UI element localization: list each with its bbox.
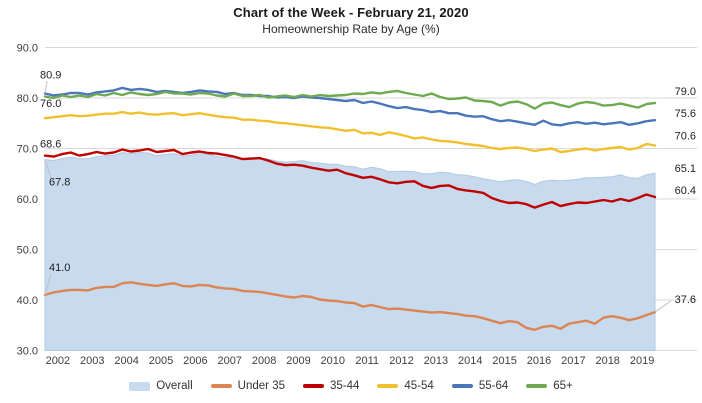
y-tick-label: 80.0: [17, 93, 38, 105]
x-tick-label: 2011: [355, 355, 379, 367]
x-tick-label: 2016: [527, 355, 551, 367]
y-tick-label: 40.0: [17, 295, 38, 307]
x-tick-label: 2004: [114, 355, 138, 367]
y-tick-label: 90.0: [17, 43, 38, 55]
legend-item-under-35: Under 35: [210, 380, 285, 392]
legend-item-65-: 65+: [526, 380, 573, 392]
series-line-65-: [43, 89, 657, 110]
legend-label: 65+: [553, 380, 573, 392]
x-tick-label: 2003: [80, 355, 104, 367]
x-tick-label: 2002: [46, 355, 70, 367]
y-tick-label: 30.0: [17, 346, 38, 358]
legend-item-45-54: 45-54: [377, 380, 434, 392]
x-tick-label: 2010: [321, 355, 345, 367]
series-line-under-35: [43, 281, 657, 331]
start-value-label-35-44: 68.6: [40, 139, 61, 151]
x-tick-label: 2009: [286, 355, 310, 367]
chart-subtitle: Homeownership Rate by Age (%): [262, 22, 440, 36]
x-tick-label: 2019: [630, 355, 654, 367]
start-value-label-under-35: 41.0: [49, 262, 70, 274]
series-line-55-64: [43, 86, 657, 127]
y-tick-label: 70.0: [17, 144, 38, 156]
start-value-label-overall: 67.8: [49, 177, 70, 189]
chart-title: Chart of the Week - February 21, 2020: [233, 5, 469, 20]
x-tick-label: 2018: [595, 355, 619, 367]
x-tick-label: 2014: [458, 355, 482, 367]
label-leader-line: [44, 80, 48, 94]
end-value-label-45-54: 70.6: [675, 131, 696, 143]
start-value-label-45-54: 76.0: [40, 98, 61, 110]
legend-swatch: [129, 381, 151, 391]
start-value-label-55-64: 80.9: [40, 70, 61, 82]
legend-label: Overall: [156, 380, 193, 392]
end-value-label-35-44: 60.4: [675, 185, 696, 197]
legend-item-overall: Overall: [129, 380, 193, 392]
y-tick-label: 60.0: [17, 194, 38, 206]
series-area-overall: [44, 151, 656, 351]
x-tick-label: 2007: [217, 355, 241, 367]
x-tick-label: 2005: [149, 355, 173, 367]
end-value-label-overall: 65.1: [675, 163, 696, 175]
legend-swatch: [210, 384, 232, 388]
x-tick-label: 2013: [424, 355, 448, 367]
legend-item-55-64: 55-64: [451, 380, 509, 392]
legend-swatch: [302, 384, 324, 388]
x-tick-label: 2006: [183, 355, 207, 367]
legend-swatch: [377, 384, 399, 388]
end-value-label-55-64: 75.6: [675, 108, 696, 120]
legend-label: 55-64: [478, 380, 509, 392]
legend-label: Under 35: [237, 380, 285, 392]
x-tick-label: 2017: [561, 355, 585, 367]
label-leader-line: [44, 159, 52, 179]
legend-swatch: [451, 384, 473, 388]
x-tick-label: 2012: [389, 355, 413, 367]
x-tick-label: 2015: [492, 355, 516, 367]
legend-label: 35-44: [329, 380, 360, 392]
label-leader-line: [654, 300, 672, 313]
label-leader-line: [44, 273, 52, 296]
legend-swatch: [526, 384, 548, 388]
series-line-45-54: [43, 110, 657, 154]
chart-legend: Overall Under 35 35-44 45-54 55-64 65+: [0, 375, 702, 397]
series-line-35-44: [43, 147, 657, 209]
end-value-label-under-35: 37.6: [675, 294, 696, 306]
x-tick-label: 2008: [252, 355, 276, 367]
end-value-label-65-: 79.0: [675, 86, 696, 98]
legend-label: 45-54: [404, 380, 434, 392]
y-tick-label: 50.0: [17, 245, 38, 257]
legend-item-35-44: 35-44: [302, 380, 360, 392]
